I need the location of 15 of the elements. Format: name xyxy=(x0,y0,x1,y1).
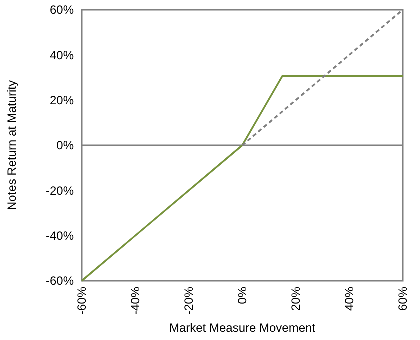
x-tick-label: 0% xyxy=(236,286,250,304)
y-tick-label: 40% xyxy=(50,48,74,62)
x-axis-title: Market Measure Movement xyxy=(169,321,316,335)
x-tick-label: -40% xyxy=(128,286,143,316)
y-tick-label: -60% xyxy=(46,274,74,288)
x-tick-label: -20% xyxy=(182,286,196,316)
y-tick-label: 20% xyxy=(50,94,74,108)
x-tick-label: 40% xyxy=(342,286,357,312)
y-tick-label: 0% xyxy=(56,138,74,153)
x-tick-label: 20% xyxy=(289,286,304,312)
y-tick-label: -20% xyxy=(46,184,74,198)
x-tick-label: 60% xyxy=(396,286,410,312)
y-tick-label: 60% xyxy=(50,3,74,18)
y-axis-title: Notes Return at Maturity xyxy=(5,80,19,211)
y-tick-label: -40% xyxy=(46,229,74,244)
